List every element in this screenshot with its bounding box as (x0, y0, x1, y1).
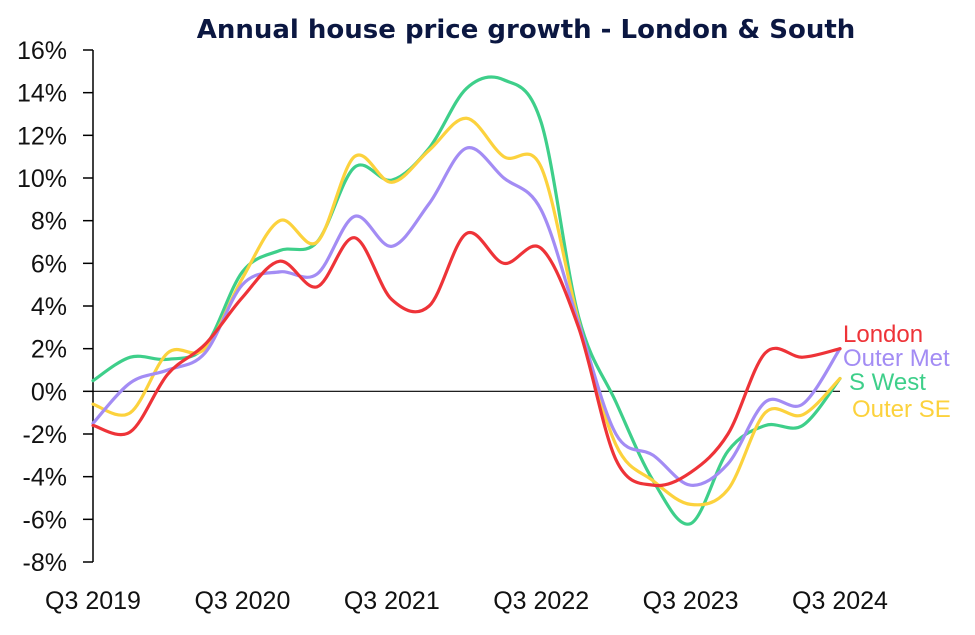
chart-title: Annual house price growth - London & Sou… (197, 15, 856, 45)
y-tick-label: 12% (17, 122, 67, 150)
series-line-s-west (91, 75, 842, 526)
series-label-outer-se: Outer SE (852, 396, 951, 423)
x-tick-label: Q3 2024 (792, 587, 888, 615)
series-label-outer-met: Outer Met (843, 345, 950, 372)
x-tick-label: Q3 2022 (493, 587, 589, 615)
y-tick-label: 6% (31, 250, 67, 278)
y-tick-label: 10% (17, 165, 67, 193)
series-line-outer-se (91, 116, 842, 507)
y-axis: 16% 14% 12% 10% 8% 6% 4% 2% 0% -2% -4% -6% -8% (17, 37, 94, 577)
y-tick-label: 2% (31, 336, 67, 364)
x-tick-label: Q3 2023 (643, 587, 739, 615)
series-line-london (91, 231, 842, 488)
x-tick-label: Q3 2020 (194, 587, 290, 615)
x-tick-label: Q3 2019 (45, 587, 141, 615)
y-tick-label: 0% (31, 378, 67, 406)
series-label-london: London (843, 321, 923, 348)
y-tick-label: 16% (17, 37, 67, 65)
series-label-s-west: S West (849, 369, 926, 396)
y-tick-label: -4% (23, 464, 67, 492)
series-lines (91, 75, 842, 526)
y-tick-label: 14% (17, 80, 67, 108)
x-axis: Q3 2019 Q3 2020 Q3 2021 Q3 2022 Q3 2023 Q3 20… (45, 390, 888, 615)
y-tick-label: -2% (23, 421, 67, 449)
y-tick-label: -8% (23, 549, 67, 577)
y-tick-label: 8% (31, 208, 67, 236)
y-tick-label: -6% (23, 506, 67, 534)
x-tick-label: Q3 2021 (344, 587, 440, 615)
y-tick-label: 4% (31, 293, 67, 321)
